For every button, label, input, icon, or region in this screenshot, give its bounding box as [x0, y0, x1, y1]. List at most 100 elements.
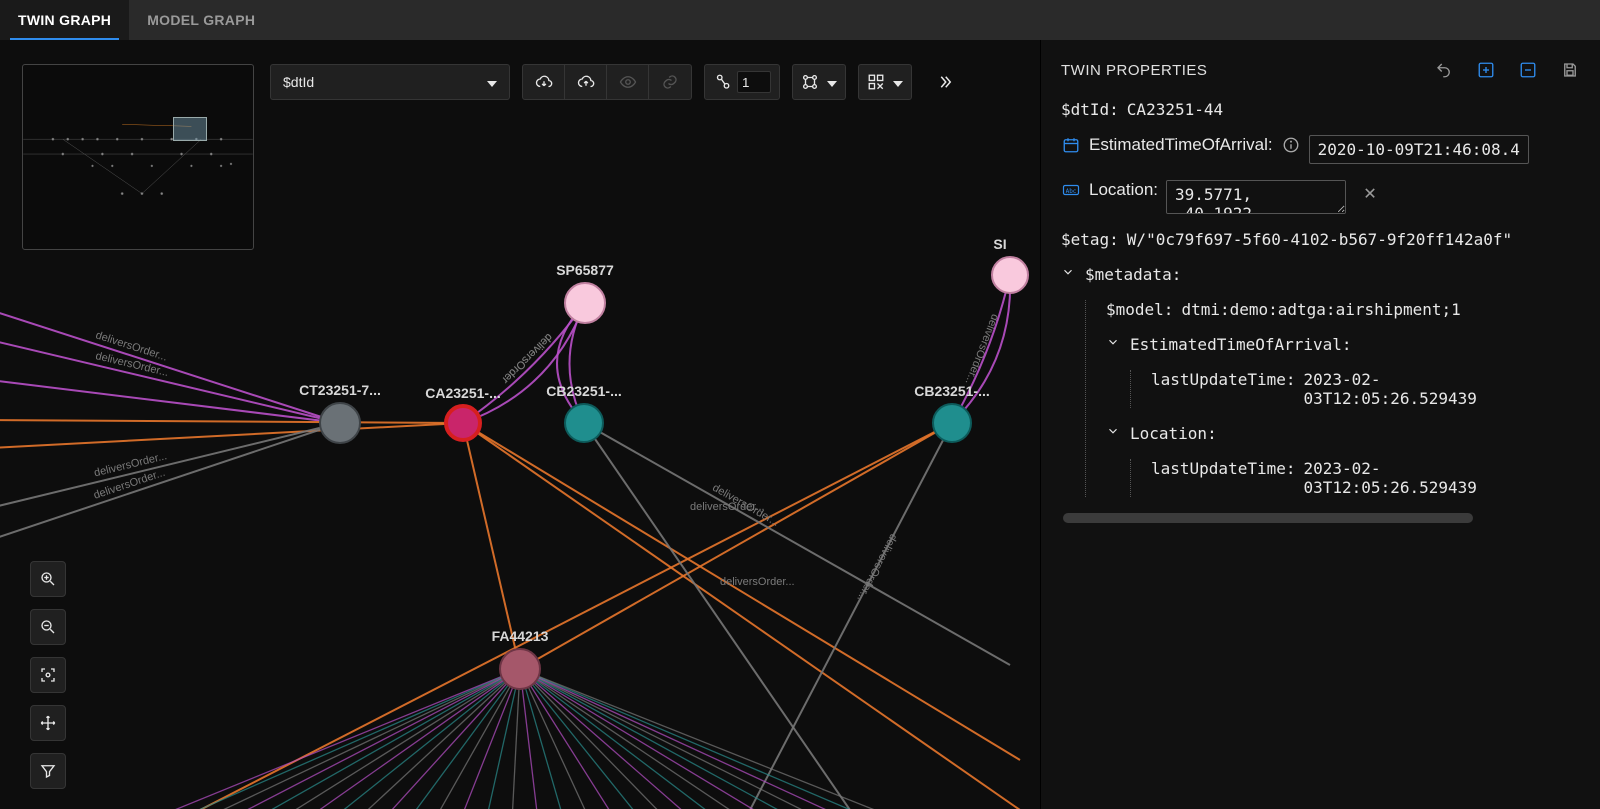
prop-value: 2023-02-03T12:05:26.529439 — [1304, 459, 1514, 497]
svg-text:Abc: Abc — [1066, 188, 1077, 195]
expansion-group — [704, 64, 780, 100]
panel-title: TWIN PROPERTIES — [1061, 62, 1207, 79]
prop-value: CA23251-44 — [1127, 100, 1223, 119]
prop-value: W/"0c79f697-5f60-4102-b567-9f20ff142a0f" — [1127, 230, 1512, 249]
svg-text:FA44213: FA44213 — [492, 628, 549, 644]
undo-button[interactable] — [1434, 60, 1454, 80]
eta-input[interactable] — [1309, 135, 1529, 164]
chevron-down-icon — [827, 74, 837, 90]
panel-header: TWIN PROPERTIES — [1061, 60, 1600, 80]
prop-eta-meta: EstimatedTimeOfArrival: — [1106, 335, 1588, 354]
link-button[interactable] — [649, 65, 691, 99]
layout-dropdown[interactable] — [793, 65, 845, 99]
svg-text:deliversOrder: deliversOrder — [499, 331, 555, 386]
prop-value: dtmi:demo:adtga:airshipment;1 — [1181, 300, 1460, 319]
prop-key: $model: — [1106, 300, 1173, 319]
prop-etag: $etag: W/"0c79f697-5f60-4102-b567-9f20ff… — [1061, 230, 1588, 249]
panel-body: $dtId: CA23251-44 EstimatedTimeOfArrival… — [1061, 100, 1600, 809]
zoom-out-button[interactable] — [30, 609, 66, 645]
view-mode-dropdown[interactable] — [859, 65, 911, 99]
tab-model-graph[interactable]: MODEL GRAPH — [129, 0, 273, 40]
svg-text:SP65877: SP65877 — [556, 262, 614, 278]
prop-loc-meta: Location: — [1106, 424, 1588, 443]
calendar-icon — [1061, 135, 1081, 155]
pan-button[interactable] — [30, 705, 66, 741]
prop-eta-lastupdate: lastUpdateTime: 2023-02-03T12:05:26.5294… — [1151, 370, 1588, 408]
panel-toolbar — [1434, 60, 1580, 80]
prop-key: EstimatedTimeOfArrival: — [1089, 135, 1273, 155]
chevron-down-icon[interactable] — [1106, 424, 1122, 438]
tab-label: TWIN GRAPH — [18, 12, 111, 28]
view-group — [858, 64, 912, 100]
minimap-viewport[interactable] — [173, 117, 207, 141]
id-property-dropdown[interactable]: $dtId — [270, 64, 510, 100]
prop-metadata: $metadata: — [1061, 265, 1588, 284]
add-button[interactable] — [1476, 60, 1496, 80]
graph-node[interactable]: CB23251-... — [546, 383, 621, 442]
expansion-level-input[interactable] — [737, 71, 771, 93]
overflow-button[interactable] — [924, 73, 966, 91]
chevron-down-icon[interactable] — [1106, 335, 1122, 349]
svg-text:deliversOrder...: deliversOrder... — [720, 576, 795, 588]
prop-key: lastUpdateTime: — [1151, 370, 1296, 389]
prop-location: Abc Location: ✕ — [1061, 180, 1588, 214]
prop-key: EstimatedTimeOfArrival: — [1130, 335, 1352, 354]
remove-button[interactable] — [1518, 60, 1538, 80]
import-export-group — [522, 64, 692, 100]
graph-node[interactable]: SI — [992, 236, 1028, 293]
prop-eta: EstimatedTimeOfArrival: — [1061, 135, 1588, 164]
filter-button[interactable] — [30, 753, 66, 789]
svg-text:CT23251-7...: CT23251-7... — [299, 382, 381, 398]
text-icon: Abc — [1061, 180, 1081, 200]
top-tab-bar: TWIN GRAPH MODEL GRAPH — [0, 0, 1600, 40]
dropdown-value: $dtId — [283, 74, 314, 90]
prop-key: Location: — [1089, 180, 1158, 200]
svg-text:CB23251-...: CB23251-... — [546, 383, 621, 399]
svg-text:deliversOrder...: deliversOrder... — [690, 501, 765, 513]
visibility-button[interactable] — [607, 65, 649, 99]
graph-node[interactable]: CB23251-... — [914, 383, 989, 442]
layout-group — [792, 64, 846, 100]
expand-button[interactable] — [705, 65, 779, 99]
svg-text:deliversOrder...: deliversOrder... — [963, 312, 1001, 386]
main: $dtId — [0, 40, 1600, 809]
prop-key: $metadata: — [1085, 265, 1181, 284]
svg-text:SI: SI — [993, 236, 1006, 252]
prop-key: Location: — [1130, 424, 1217, 443]
prop-loc-lastupdate: lastUpdateTime: 2023-02-03T12:05:26.5294… — [1151, 459, 1588, 497]
location-input[interactable] — [1166, 180, 1346, 214]
chevron-down-icon — [487, 74, 497, 90]
prop-key: $etag: — [1061, 230, 1119, 249]
svg-text:CA23251-...: CA23251-... — [425, 385, 500, 401]
fit-button[interactable] — [30, 657, 66, 693]
clear-button[interactable]: ✕ — [1364, 180, 1376, 204]
eta-meta-children: lastUpdateTime: 2023-02-03T12:05:26.5294… — [1130, 370, 1588, 408]
properties-panel: TWIN PROPERTIES $dtId: CA23251-44 — [1040, 40, 1600, 809]
graph-canvas-area[interactable]: $dtId — [0, 40, 1040, 809]
chevron-down-icon[interactable] — [1061, 265, 1077, 279]
prop-value: 2023-02-03T12:05:26.529439 — [1304, 370, 1514, 408]
prop-dtid: $dtId: CA23251-44 — [1061, 100, 1588, 119]
loc-meta-children: lastUpdateTime: 2023-02-03T12:05:26.5294… — [1130, 459, 1588, 497]
tab-label: MODEL GRAPH — [147, 12, 255, 28]
prop-key: lastUpdateTime: — [1151, 459, 1296, 478]
svg-text:CB23251-...: CB23251-... — [914, 383, 989, 399]
cloud-download-button[interactable] — [523, 65, 565, 99]
graph-toolbar: $dtId — [270, 64, 1040, 100]
svg-text:deliversOrder...: deliversOrder... — [854, 532, 899, 604]
graph-node[interactable]: CT23251-7... — [299, 382, 381, 443]
canvas-controls — [30, 561, 66, 789]
chevron-down-icon — [893, 74, 903, 90]
info-icon[interactable] — [1281, 135, 1301, 155]
zoom-in-button[interactable] — [30, 561, 66, 597]
tab-twin-graph[interactable]: TWIN GRAPH — [0, 0, 129, 40]
horizontal-scrollbar[interactable] — [1063, 513, 1473, 523]
graph-node[interactable]: SP65877 — [556, 262, 614, 323]
minimap-svg — [23, 65, 253, 249]
metadata-children: $model: dtmi:demo:adtga:airshipment;1 Es… — [1085, 300, 1588, 497]
cloud-upload-button[interactable] — [565, 65, 607, 99]
prop-key: $dtId: — [1061, 100, 1119, 119]
prop-model: $model: dtmi:demo:adtga:airshipment;1 — [1106, 300, 1588, 319]
minimap[interactable] — [22, 64, 254, 250]
save-button[interactable] — [1560, 60, 1580, 80]
